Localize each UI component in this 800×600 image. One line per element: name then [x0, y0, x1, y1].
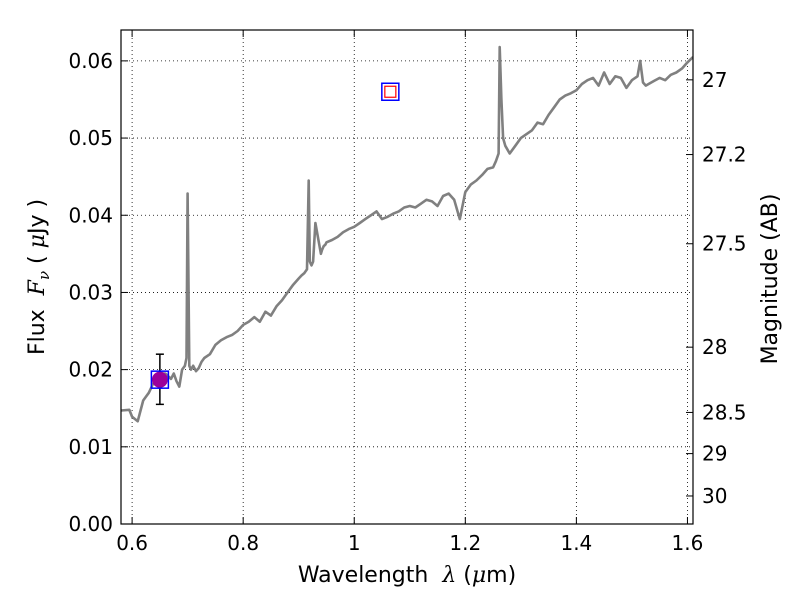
y-tick-label: 0.03: [68, 280, 113, 304]
x-axis-label: Wavelength λ (μm): [298, 563, 516, 588]
x-tick-label: 0.6: [116, 531, 148, 555]
y2-tick-label: 27.5: [702, 232, 747, 256]
y2-tick-label: 27: [702, 68, 727, 92]
y-tick-label: 0.06: [68, 49, 113, 73]
grid-lines: [121, 30, 693, 525]
y-tick-label: 0.02: [68, 358, 113, 382]
y2-tick-label: 30: [702, 484, 727, 508]
y-tick-label: 0.00: [68, 512, 113, 536]
x-tick-label: 0.8: [227, 531, 259, 555]
axis-ticks: 0.6 0.8 1 1.2 1.4 1.6 0.00 0.01 0.02 0.03 0.04 0.05…: [68, 30, 747, 555]
y2-tick-label: 29: [702, 442, 727, 466]
y-axis-label: Flux Fν ( μJy ): [25, 199, 53, 355]
y-tick-label: 0.05: [68, 126, 113, 150]
x-tick-label: 1: [348, 531, 361, 555]
y2-tick-label: 27.2: [702, 143, 747, 167]
x-tick-label: 1.2: [449, 531, 481, 555]
y-tick-label: 0.01: [68, 435, 113, 459]
photometry-box: [150, 370, 170, 389]
y-tick-label: 0.04: [68, 203, 113, 227]
series-group: [121, 45, 693, 423]
y2-axis-label: Magnitude (AB): [758, 194, 783, 365]
plot-frame: [120, 29, 694, 525]
model-point-box: [381, 82, 400, 101]
model-point-inner: [384, 85, 397, 98]
spectrum-line: [121, 45, 693, 423]
photometry-point: [151, 371, 168, 388]
x-tick-label: 1.6: [672, 531, 704, 555]
marker-group: [150, 82, 400, 406]
x-tick-label: 1.4: [560, 531, 592, 555]
y2-tick-label: 28: [702, 335, 727, 359]
y2-tick-label: 28.5: [702, 400, 747, 424]
